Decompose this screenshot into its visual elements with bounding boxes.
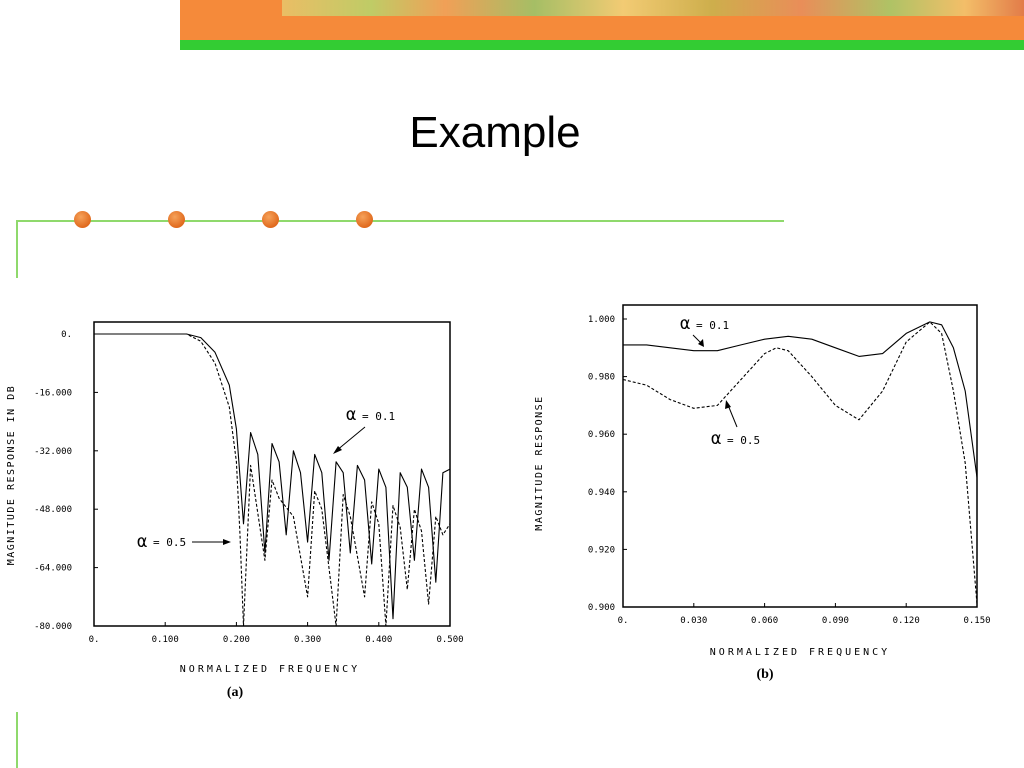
y-tick-label: -16.000 bbox=[34, 388, 72, 398]
series-line-0 bbox=[623, 321, 978, 478]
decor-line-left-top bbox=[16, 220, 18, 278]
x-tick-label: 0.030 bbox=[680, 616, 707, 626]
x-tick-label: 0.200 bbox=[223, 635, 250, 645]
series-line-1 bbox=[94, 333, 451, 627]
decor-dot bbox=[356, 211, 373, 228]
series-line-0 bbox=[94, 333, 451, 620]
decor-line-left-bottom bbox=[16, 712, 18, 768]
chart-a-xlabel: NORMALIZED FREQUENCY bbox=[180, 664, 360, 675]
y-tick-label: -32.000 bbox=[34, 447, 72, 457]
y-tick-label: -80.000 bbox=[34, 622, 72, 632]
y-tick-label: 0.960 bbox=[588, 430, 615, 440]
x-tick-label: 0.300 bbox=[294, 635, 321, 645]
x-tick-label: 0.500 bbox=[436, 635, 463, 645]
chart-a-frame bbox=[93, 321, 451, 627]
x-tick-label: 0. bbox=[89, 635, 100, 645]
chart-a-annot-1-symbol: α bbox=[137, 532, 147, 552]
chart-b-caption: (b) bbox=[756, 667, 773, 682]
x-tick-label: 0.120 bbox=[893, 616, 920, 626]
chart-b-annot-1-arrow bbox=[727, 404, 738, 428]
y-tick-label: -48.000 bbox=[34, 505, 72, 515]
chart-a-annot-1-text: = 0.5 bbox=[153, 536, 186, 549]
chart-b: 0. 0.030 0.060 0.090 0.120 0.150 1.000 0.980 0.9… bbox=[534, 304, 991, 682]
chart-a-caption: (a) bbox=[227, 685, 244, 700]
x-tick-label: 0.060 bbox=[751, 616, 778, 626]
chart-a: 0. 0.100 0.200 0.300 0.400 0.500 0. -16.000 -32.… bbox=[6, 321, 464, 700]
decor-dot bbox=[262, 211, 279, 228]
header-photo-strip bbox=[282, 0, 1024, 16]
x-tick-label: 0. bbox=[618, 616, 629, 626]
x-tick-label: 0.400 bbox=[365, 635, 392, 645]
y-tick-label: 0.940 bbox=[588, 488, 615, 498]
chart-b-ylabel: MAGNITUDE RESPONSE bbox=[534, 395, 545, 530]
y-tick-label: 1.000 bbox=[588, 315, 615, 325]
x-tick-label: 0.100 bbox=[152, 635, 179, 645]
y-tick-label: 0. bbox=[61, 330, 72, 340]
header-green-stripe bbox=[180, 40, 1024, 50]
decor-dot bbox=[168, 211, 185, 228]
x-tick-label: 0.090 bbox=[822, 616, 849, 626]
chart-b-xlabel: NORMALIZED FREQUENCY bbox=[710, 647, 890, 658]
chart-a-annot-1-arrowhead bbox=[223, 539, 231, 545]
chart-b-annot-0-symbol: α bbox=[680, 314, 690, 334]
series-line-1 bbox=[622, 321, 978, 605]
chart-b-annot-0-text: = 0.1 bbox=[696, 319, 729, 332]
chart-a-ylabel: MAGNITUDE RESPONSE IN DB bbox=[6, 385, 17, 566]
chart-a-annot-0-arrowhead bbox=[333, 446, 342, 454]
chart-b-annot-1-symbol: α bbox=[711, 429, 721, 449]
chart-a-annot-0-text: = 0.1 bbox=[362, 410, 395, 423]
y-tick-label: 0.920 bbox=[588, 545, 615, 555]
chart-b-frame bbox=[622, 304, 978, 608]
x-tick-label: 0.150 bbox=[963, 616, 990, 626]
chart-b-annot-1-text: = 0.5 bbox=[727, 434, 760, 447]
chart-b-annot-0-arrowhead bbox=[698, 339, 704, 347]
y-tick-label: 0.980 bbox=[588, 373, 615, 383]
slide-title: Example bbox=[409, 108, 581, 157]
decor-line-top bbox=[18, 220, 784, 222]
decor-dot bbox=[74, 211, 91, 228]
chart-b-annot-1-arrowhead bbox=[725, 400, 731, 409]
y-tick-label: -64.000 bbox=[34, 564, 72, 574]
y-tick-label: 0.900 bbox=[588, 603, 615, 613]
chart-a-annot-0-symbol: α bbox=[346, 405, 356, 425]
chart-a-annot-0-arrow bbox=[335, 426, 366, 452]
